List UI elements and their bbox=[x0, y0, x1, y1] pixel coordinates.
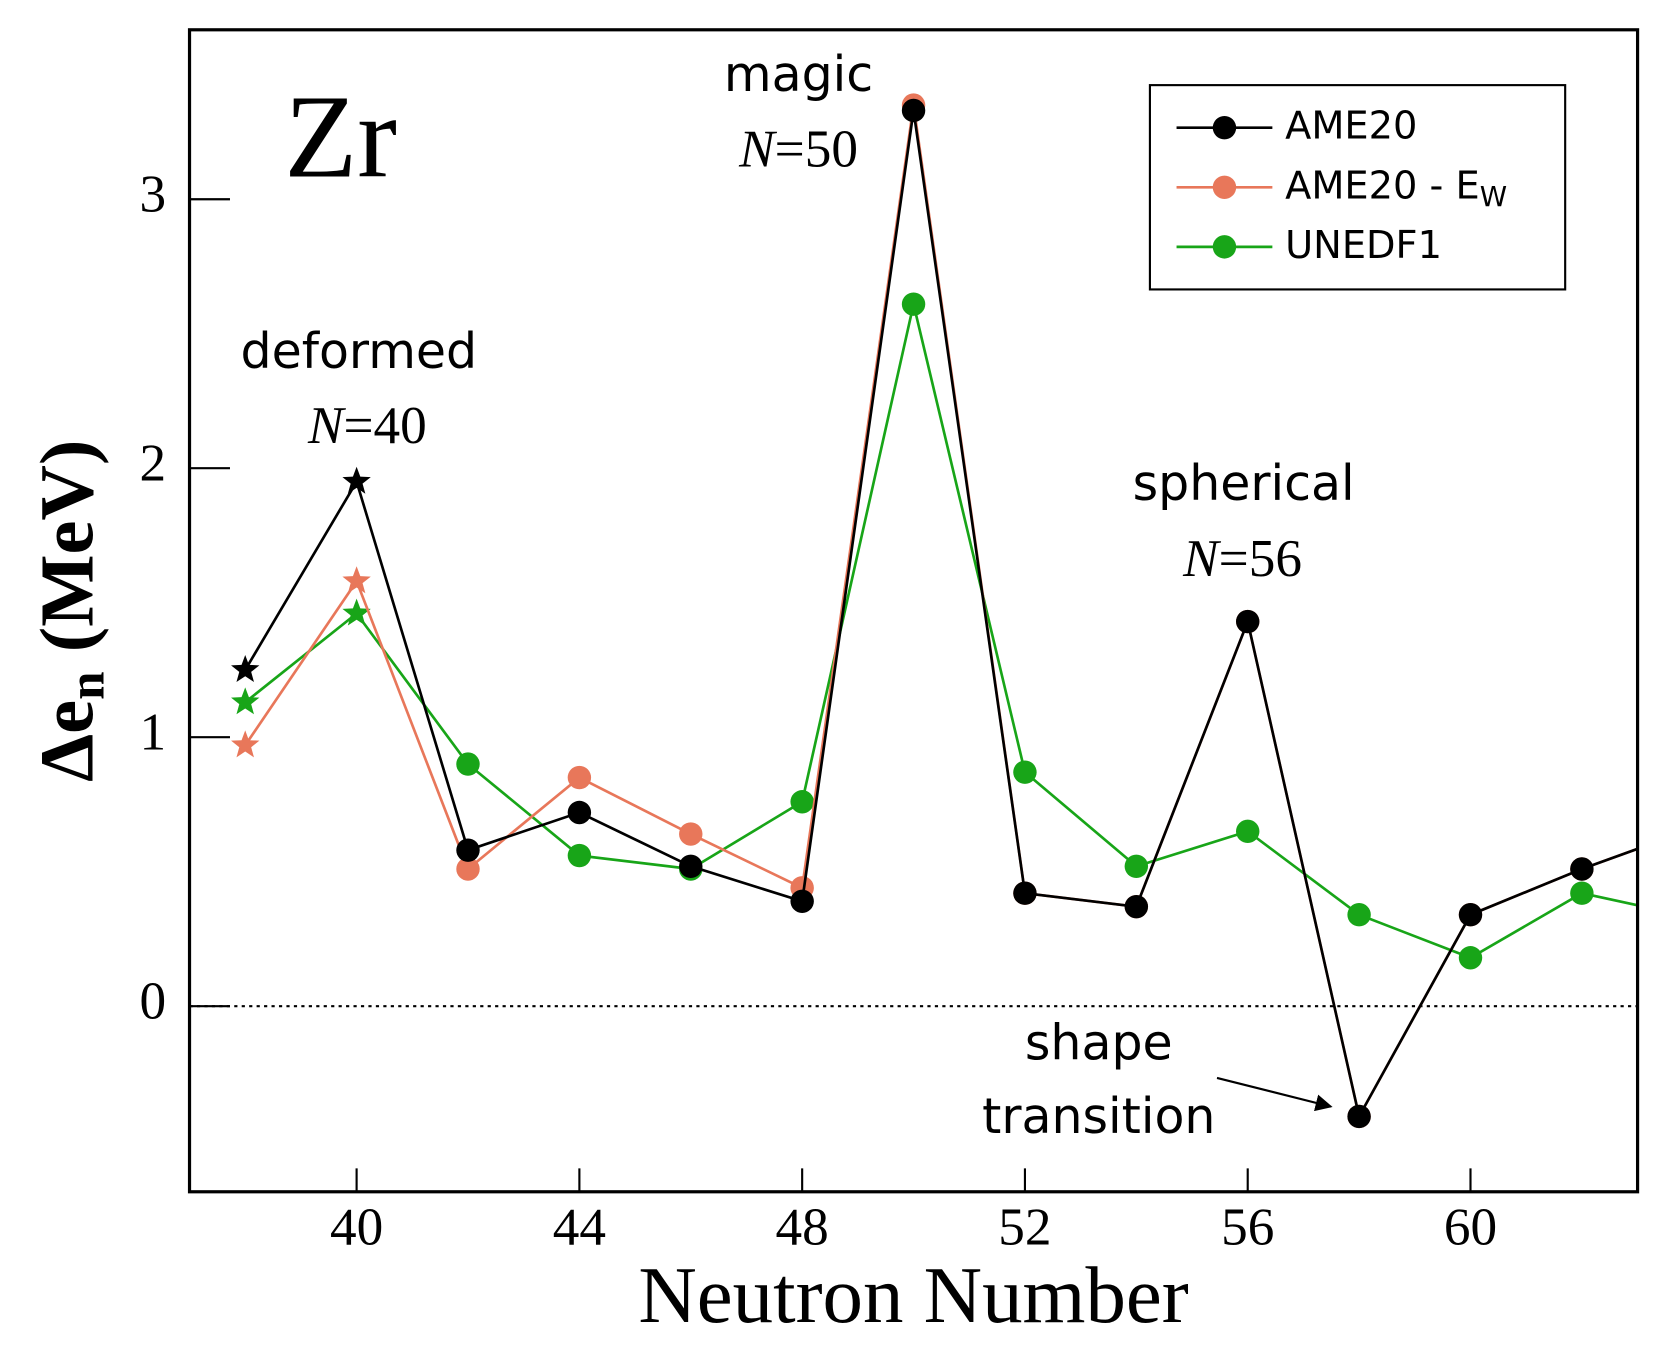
x-tick-label: 52 bbox=[998, 1197, 1051, 1256]
series-line bbox=[244, 303, 1638, 960]
point bbox=[1347, 1104, 1371, 1129]
point bbox=[901, 292, 926, 316]
x-tick-label: 40 bbox=[330, 1197, 383, 1256]
annotation: spherical bbox=[1133, 455, 1355, 512]
legend-marker bbox=[1212, 115, 1237, 140]
x-tick-label: 60 bbox=[1444, 1197, 1497, 1256]
y-label-sub: n bbox=[58, 671, 115, 699]
point bbox=[1570, 881, 1594, 905]
star-marker bbox=[231, 730, 260, 758]
star-marker bbox=[342, 566, 371, 594]
x-tick-label: 56 bbox=[1221, 1197, 1274, 1256]
annotation: N=56 bbox=[1182, 529, 1302, 588]
legend-marker bbox=[1212, 175, 1237, 199]
series-line bbox=[244, 110, 1638, 1121]
annotation: N=40 bbox=[307, 396, 427, 455]
point bbox=[1236, 819, 1260, 844]
point bbox=[901, 98, 926, 123]
star-marker bbox=[342, 466, 371, 494]
x-tick-label: 44 bbox=[553, 1197, 606, 1256]
point bbox=[1458, 946, 1483, 970]
legend-marker bbox=[1212, 235, 1237, 259]
annotation-arrow bbox=[1216, 1076, 1333, 1112]
annotation-var: N bbox=[1182, 529, 1221, 588]
y-label-main: Δe bbox=[24, 700, 109, 782]
y-label-unit: (MeV) bbox=[24, 440, 109, 672]
point bbox=[1347, 903, 1371, 927]
legend: AME20 AME20 - EW UNEDF1 bbox=[1148, 84, 1567, 291]
point bbox=[456, 838, 480, 862]
legend-label: UNEDF1 bbox=[1285, 222, 1442, 267]
point bbox=[456, 857, 480, 881]
legend-label: AME20 - EW bbox=[1285, 163, 1507, 213]
point bbox=[567, 800, 592, 825]
point bbox=[790, 790, 814, 814]
star-marker bbox=[342, 598, 371, 626]
annotation: magic bbox=[724, 46, 873, 103]
legend-name: UNEDF1 bbox=[1285, 222, 1442, 267]
point bbox=[567, 765, 592, 790]
point bbox=[679, 822, 703, 846]
x-tick-label: 48 bbox=[776, 1197, 829, 1256]
point bbox=[1458, 903, 1483, 927]
annotation-rest: =56 bbox=[1219, 529, 1302, 588]
point bbox=[1124, 894, 1149, 919]
x-axis-label: Neutron Number bbox=[638, 1251, 1188, 1340]
annotation: transition bbox=[982, 1088, 1215, 1145]
annotation-rest: =40 bbox=[343, 396, 426, 455]
point bbox=[1124, 854, 1149, 879]
annotation-var: N bbox=[307, 396, 346, 455]
point bbox=[790, 889, 814, 913]
point bbox=[679, 854, 703, 879]
point bbox=[1013, 760, 1037, 784]
y-axis-label: Δen (MeV) bbox=[24, 440, 115, 782]
point bbox=[456, 752, 480, 776]
legend-name: AME20 - E bbox=[1285, 163, 1480, 208]
annotation-var: N bbox=[738, 120, 777, 179]
point bbox=[1236, 609, 1260, 634]
legend-name: AME20 bbox=[1285, 103, 1417, 148]
point bbox=[567, 843, 592, 868]
legend-label: AME20 bbox=[1285, 103, 1417, 148]
chart-title: Zr bbox=[284, 70, 397, 202]
plot-frame bbox=[187, 28, 1640, 1194]
annotation: deformed bbox=[241, 323, 478, 380]
y-tick-label: 0 bbox=[139, 971, 166, 1030]
y-tick-label: 1 bbox=[139, 702, 166, 761]
point bbox=[1570, 857, 1594, 881]
star-marker bbox=[231, 687, 260, 715]
star-marker bbox=[231, 655, 260, 683]
annotation: N=50 bbox=[738, 120, 858, 179]
annotation: shape bbox=[1025, 1015, 1173, 1072]
y-tick-label: 2 bbox=[139, 433, 166, 492]
annotation-rest: =50 bbox=[775, 120, 858, 179]
y-tick-label: 3 bbox=[139, 164, 166, 223]
point bbox=[1013, 881, 1037, 905]
legend-sub: W bbox=[1480, 180, 1507, 213]
